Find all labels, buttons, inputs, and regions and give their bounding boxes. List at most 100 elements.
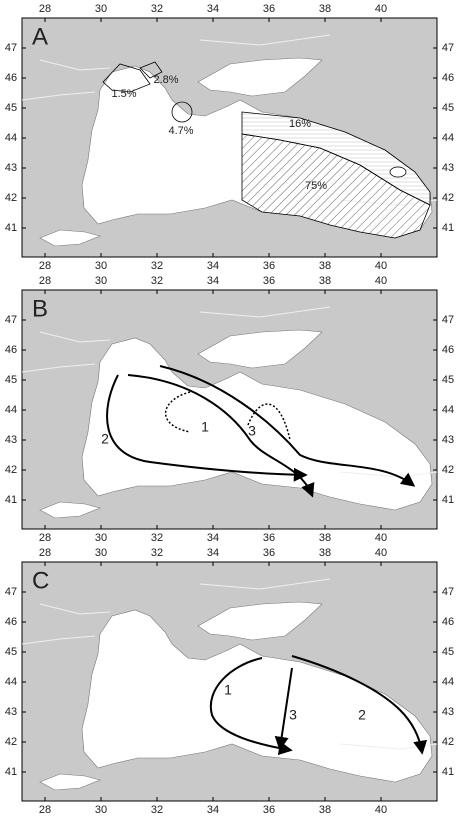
lon-tick-label: 32	[151, 532, 163, 544]
lon-tick-label: 28	[39, 275, 51, 287]
track-2	[291, 655, 428, 755]
lat-tick-label: 45	[442, 102, 454, 114]
lat-tick-label: 42	[5, 192, 17, 204]
lat-tick-label: 47	[5, 314, 17, 326]
panel-c	[21, 561, 438, 802]
lon-tick-label: 38	[319, 275, 331, 287]
annotation: 1	[224, 682, 232, 698]
annotation: 1.5%	[111, 88, 136, 100]
lon-tick-label: 30	[95, 532, 107, 544]
annotation: 2.8%	[153, 74, 178, 86]
annotation: 1	[201, 419, 209, 435]
annotation: 75%	[305, 180, 327, 192]
lon-tick-label: 28	[39, 804, 51, 816]
zone-outline	[171, 101, 193, 123]
lon-tick-label: 40	[375, 532, 387, 544]
lon-tick-label: 32	[151, 260, 163, 272]
lat-tick-label: 43	[442, 162, 454, 174]
loop	[247, 403, 291, 441]
track-3	[159, 365, 416, 487]
lat-tick-label: 47	[442, 314, 454, 326]
lon-tick-label: 32	[151, 275, 163, 287]
lat-tick-label: 43	[5, 434, 17, 446]
lat-tick-label: 47	[442, 586, 454, 598]
zone-outline	[389, 166, 407, 178]
lon-tick-label: 34	[207, 547, 219, 559]
track-3	[274, 667, 293, 751]
lon-tick-label: 36	[263, 547, 275, 559]
lon-tick-label: 32	[151, 547, 163, 559]
panel-letter: B	[32, 295, 48, 322]
lon-tick-label: 36	[263, 532, 275, 544]
lon-tick-label: 28	[39, 260, 51, 272]
lat-tick-label: 42	[442, 464, 454, 476]
lon-tick-label: 28	[39, 532, 51, 544]
lon-tick-label: 30	[95, 275, 107, 287]
lat-tick-label: 46	[5, 72, 17, 84]
track-1	[127, 374, 315, 498]
lat-tick-label: 47	[5, 586, 17, 598]
lat-tick-label: 41	[442, 766, 454, 778]
lon-tick-label: 32	[151, 3, 163, 15]
lon-tick-label: 36	[263, 260, 275, 272]
lon-tick-label: 30	[95, 547, 107, 559]
lon-tick-label: 40	[375, 260, 387, 272]
lat-tick-label: 45	[5, 646, 17, 658]
lat-tick-label: 45	[5, 102, 17, 114]
lat-tick-label: 47	[442, 42, 454, 54]
lon-tick-label: 34	[207, 260, 219, 272]
lon-tick-label: 34	[207, 804, 219, 816]
lon-tick-label: 36	[263, 275, 275, 287]
track-2	[106, 374, 308, 482]
annotation: 3	[248, 423, 256, 439]
lat-tick-label: 44	[442, 404, 454, 416]
lon-tick-label: 30	[95, 260, 107, 272]
lon-tick-label: 38	[319, 260, 331, 272]
lat-tick-label: 42	[442, 192, 454, 204]
lon-tick-label: 32	[151, 804, 163, 816]
lon-tick-label: 28	[39, 3, 51, 15]
lon-tick-label: 34	[207, 3, 219, 15]
track-1	[209, 657, 293, 756]
lat-tick-label: 43	[442, 706, 454, 718]
lon-tick-label: 34	[207, 275, 219, 287]
lat-tick-label: 42	[442, 736, 454, 748]
annotation: 3	[289, 707, 297, 723]
lat-tick-label: 41	[442, 494, 454, 506]
lon-tick-label: 36	[263, 804, 275, 816]
panel-a	[21, 17, 438, 258]
lon-tick-label: 40	[375, 275, 387, 287]
panel-letter: A	[32, 23, 48, 50]
lat-tick-label: 44	[442, 676, 454, 688]
lat-tick-label: 41	[5, 494, 17, 506]
lat-tick-label: 45	[442, 646, 454, 658]
lon-tick-label: 40	[375, 3, 387, 15]
lon-tick-label: 30	[95, 3, 107, 15]
panel-b	[21, 289, 438, 530]
map-base	[21, 289, 438, 530]
lat-tick-label: 42	[5, 464, 17, 476]
annotation: 2	[101, 431, 109, 447]
zone-75	[241, 133, 431, 239]
annotation: 16%	[289, 118, 311, 130]
lat-tick-label: 46	[442, 344, 454, 356]
lon-tick-label: 38	[319, 3, 331, 15]
lon-tick-label: 28	[39, 547, 51, 559]
lat-tick-label: 46	[5, 344, 17, 356]
lat-tick-label: 44	[442, 132, 454, 144]
lat-tick-label: 43	[442, 434, 454, 446]
lat-tick-label: 43	[5, 706, 17, 718]
lon-tick-label: 30	[95, 804, 107, 816]
lon-tick-label: 40	[375, 547, 387, 559]
lon-tick-label: 34	[207, 532, 219, 544]
lon-tick-label: 38	[319, 547, 331, 559]
zone-outline	[139, 61, 163, 79]
lat-tick-label: 42	[5, 736, 17, 748]
zone-outline	[102, 63, 151, 93]
lat-tick-label: 46	[5, 616, 17, 628]
panel-letter: C	[32, 567, 49, 594]
annotation: 2	[358, 707, 366, 723]
lat-tick-label: 47	[5, 42, 17, 54]
lon-tick-label: 38	[319, 804, 331, 816]
